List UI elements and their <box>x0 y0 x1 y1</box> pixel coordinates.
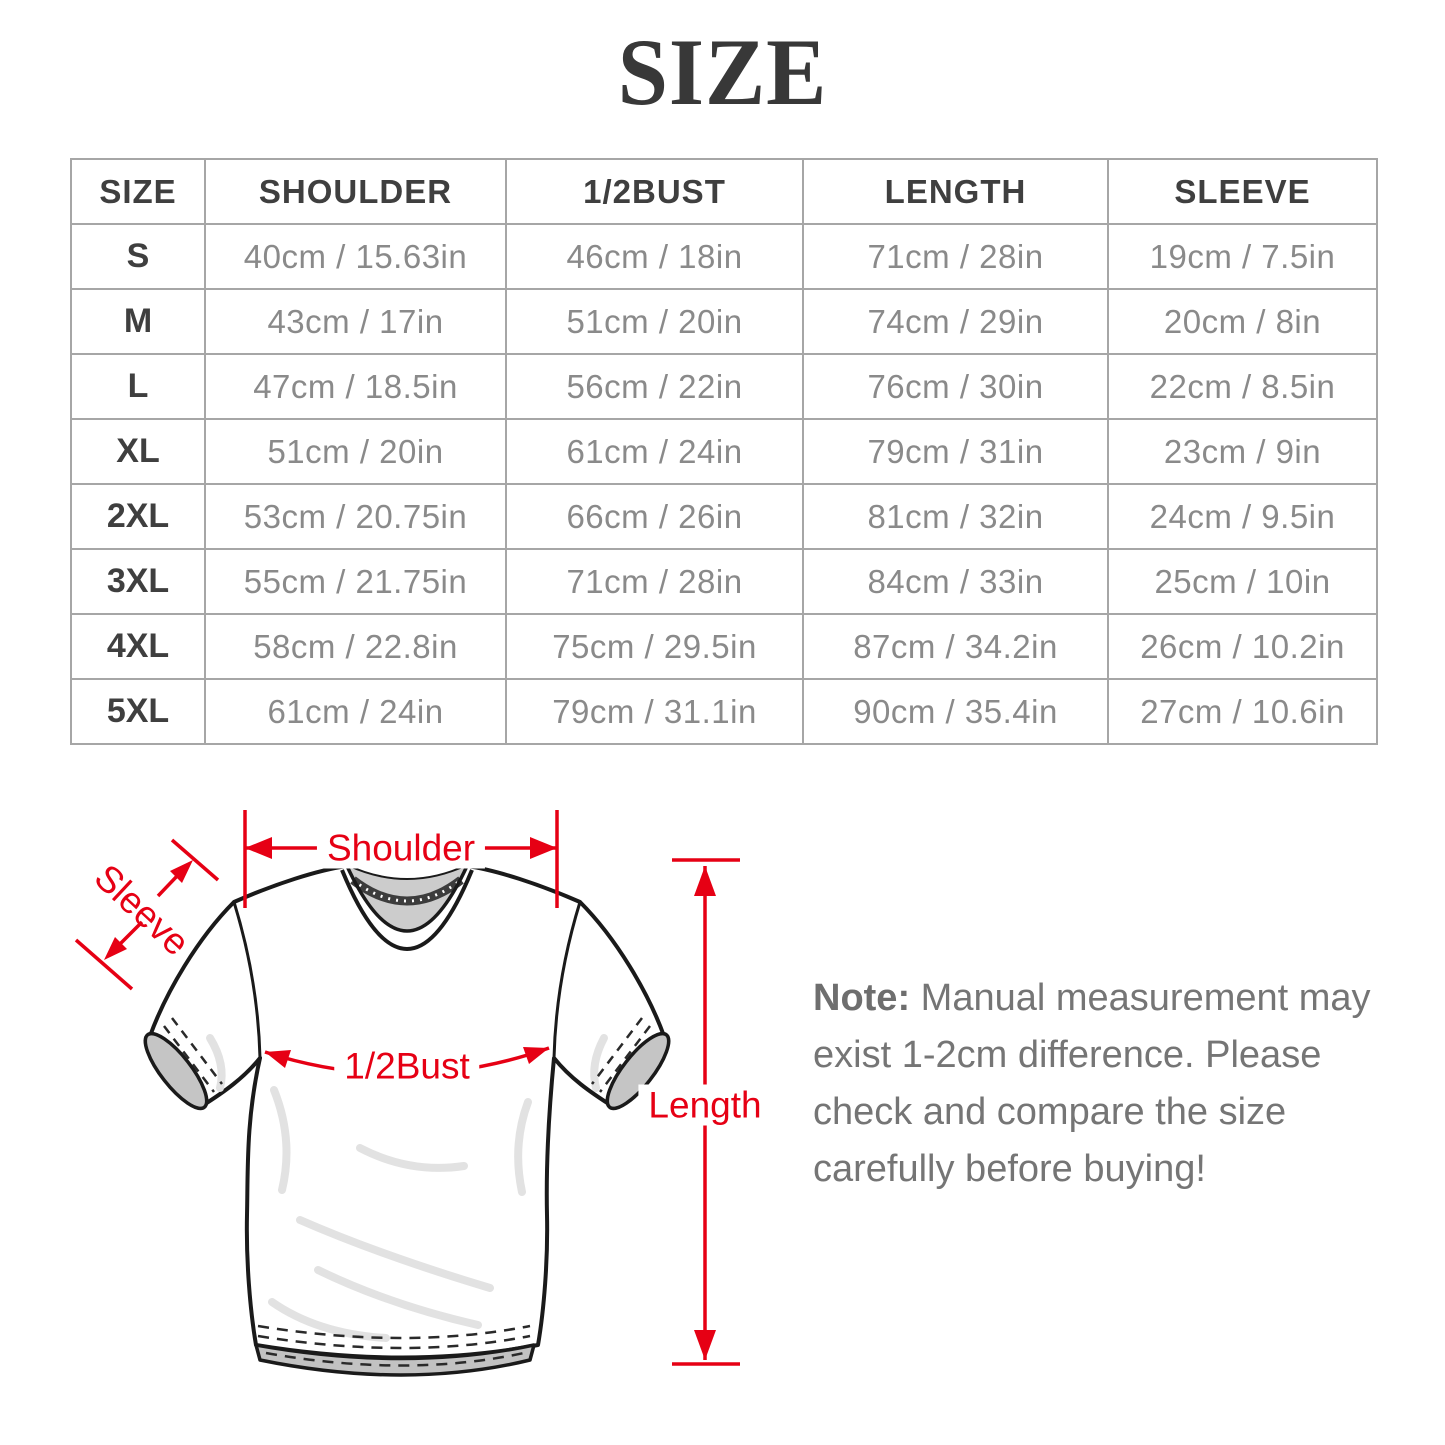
bust-cell: 71cm / 28in <box>505 548 804 615</box>
page-title: SIZE <box>617 19 828 125</box>
table-row: L 47cm / 18.5in 56cm / 22in 76cm / 30in … <box>70 353 1378 420</box>
length-cell: 90cm / 35.4in <box>802 678 1109 745</box>
length-cell: 76cm / 30in <box>802 353 1109 420</box>
tshirt-illustration <box>74 810 740 1377</box>
bust-dimension-label: 1/2Bust <box>334 1045 480 1087</box>
table-row: 2XL 53cm / 20.75in 66cm / 26in 81cm / 32… <box>70 483 1378 550</box>
length-cell: 87cm / 34.2in <box>802 613 1109 680</box>
sleeve-cell: 25cm / 10in <box>1107 548 1378 615</box>
size-cell: 5XL <box>70 678 206 745</box>
table-row: XL 51cm / 20in 61cm / 24in 79cm / 31in 2… <box>70 418 1378 485</box>
shoulder-cell: 55cm / 21.75in <box>204 548 507 615</box>
sleeve-cell: 20cm / 8in <box>1107 288 1378 355</box>
size-table: SIZE SHOULDER 1/2BUST LENGTH SLEEVE S 40… <box>70 158 1378 745</box>
length-cell: 81cm / 32in <box>802 483 1109 550</box>
header-length: LENGTH <box>802 158 1109 225</box>
table-header-row: SIZE SHOULDER 1/2BUST LENGTH SLEEVE <box>70 158 1378 225</box>
bust-cell: 66cm / 26in <box>505 483 804 550</box>
size-cell: L <box>70 353 206 420</box>
shoulder-cell: 47cm / 18.5in <box>204 353 507 420</box>
note-prefix: Note: <box>813 977 911 1019</box>
wrinkle-shading <box>206 1034 608 1342</box>
note-body: Manual measurement may exist 1-2cm diffe… <box>813 977 1371 1190</box>
table-row: S 40cm / 15.63in 46cm / 18in 71cm / 28in… <box>70 223 1378 290</box>
bust-cell: 46cm / 18in <box>505 223 804 290</box>
bust-cell: 75cm / 29.5in <box>505 613 804 680</box>
size-cell: 3XL <box>70 548 206 615</box>
bust-cell: 56cm / 22in <box>505 353 804 420</box>
size-cell: XL <box>70 418 206 485</box>
shoulder-cell: 53cm / 20.75in <box>204 483 507 550</box>
shoulder-dimension-label: Shoulder <box>316 827 486 869</box>
measurement-diagram: Shoulder Sleeve 1/2Bust Length <box>60 790 800 1445</box>
sleeve-cell: 24cm / 9.5in <box>1107 483 1378 550</box>
left-cuff <box>143 1017 223 1111</box>
length-cell: 74cm / 29in <box>802 288 1109 355</box>
shoulder-cell: 51cm / 20in <box>204 418 507 485</box>
bust-cell: 79cm / 31.1in <box>505 678 804 745</box>
table-row: 3XL 55cm / 21.75in 71cm / 28in 84cm / 33… <box>70 548 1378 615</box>
size-cell: S <box>70 223 206 290</box>
size-cell: 4XL <box>70 613 206 680</box>
length-cell: 79cm / 31in <box>802 418 1109 485</box>
size-cell: M <box>70 288 206 355</box>
header-shoulder: SHOULDER <box>204 158 507 225</box>
sleeve-dimension <box>74 838 220 991</box>
bust-cell: 51cm / 20in <box>505 288 804 355</box>
shoulder-cell: 58cm / 22.8in <box>204 613 507 680</box>
dimension-marks <box>74 810 740 1366</box>
length-dimension-label: Length <box>638 1084 772 1126</box>
size-cell: 2XL <box>70 483 206 550</box>
tshirt-outline <box>148 864 666 1360</box>
measurement-note: Note: Manual measurement may exist 1-2cm… <box>813 970 1413 1198</box>
bust-cell: 61cm / 24in <box>505 418 804 485</box>
header-sleeve: SLEEVE <box>1107 158 1378 225</box>
length-cell: 71cm / 28in <box>802 223 1109 290</box>
table-row: M 43cm / 17in 51cm / 20in 74cm / 29in 20… <box>70 288 1378 355</box>
shoulder-cell: 40cm / 15.63in <box>204 223 507 290</box>
shoulder-cell: 43cm / 17in <box>204 288 507 355</box>
collar <box>340 865 474 951</box>
sleeve-cell: 19cm / 7.5in <box>1107 223 1378 290</box>
sleeve-cell: 26cm / 10.2in <box>1107 613 1378 680</box>
right-cuff <box>591 1017 671 1111</box>
bottom-hem <box>254 1324 536 1377</box>
header-size: SIZE <box>70 158 206 225</box>
sleeve-cell: 27cm / 10.6in <box>1107 678 1378 745</box>
table-row: 5XL 61cm / 24in 79cm / 31.1in 90cm / 35.… <box>70 678 1378 745</box>
shoulder-cell: 61cm / 24in <box>204 678 507 745</box>
sleeve-cell: 23cm / 9in <box>1107 418 1378 485</box>
header-bust: 1/2BUST <box>505 158 804 225</box>
length-cell: 84cm / 33in <box>802 548 1109 615</box>
table-row: 4XL 58cm / 22.8in 75cm / 29.5in 87cm / 3… <box>70 613 1378 680</box>
sleeve-cell: 22cm / 8.5in <box>1107 353 1378 420</box>
